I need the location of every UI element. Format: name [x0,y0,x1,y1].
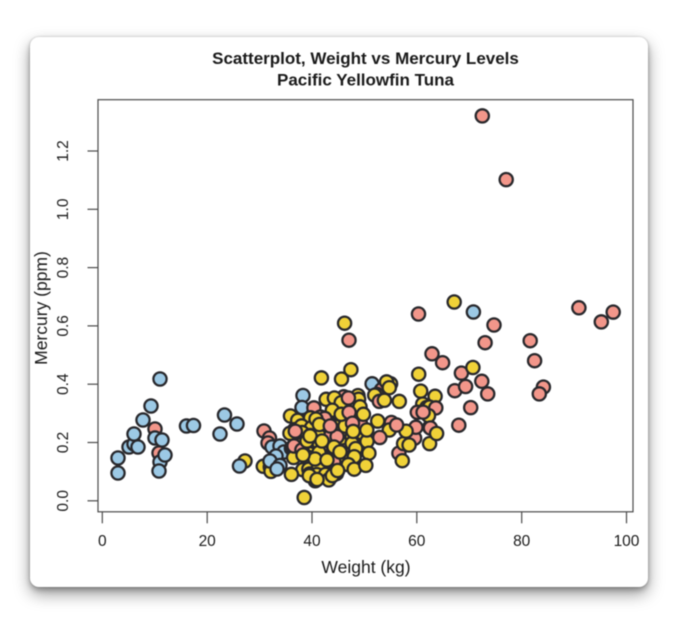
svg-text:20: 20 [199,533,217,550]
svg-text:1.2: 1.2 [55,140,72,162]
svg-text:0.4: 0.4 [55,373,72,395]
svg-text:100: 100 [614,533,640,550]
svg-text:Weight (kg): Weight (kg) [321,557,410,577]
svg-text:Scatterplot, Weight vs Mercury: Scatterplot, Weight vs Mercury Levels [212,49,519,68]
svg-text:0.6: 0.6 [55,315,72,337]
svg-text:0.2: 0.2 [55,432,72,454]
svg-text:0.0: 0.0 [55,490,72,512]
svg-text:0.8: 0.8 [55,257,72,279]
svg-text:0: 0 [98,533,107,550]
svg-text:80: 80 [513,533,531,550]
svg-text:Pacific Yellowfin Tuna: Pacific Yellowfin Tuna [277,70,455,89]
svg-text:40: 40 [303,533,321,550]
svg-text:1.0: 1.0 [55,198,72,220]
svg-text:60: 60 [408,533,426,550]
svg-text:Mercury (ppm): Mercury (ppm) [31,251,51,365]
